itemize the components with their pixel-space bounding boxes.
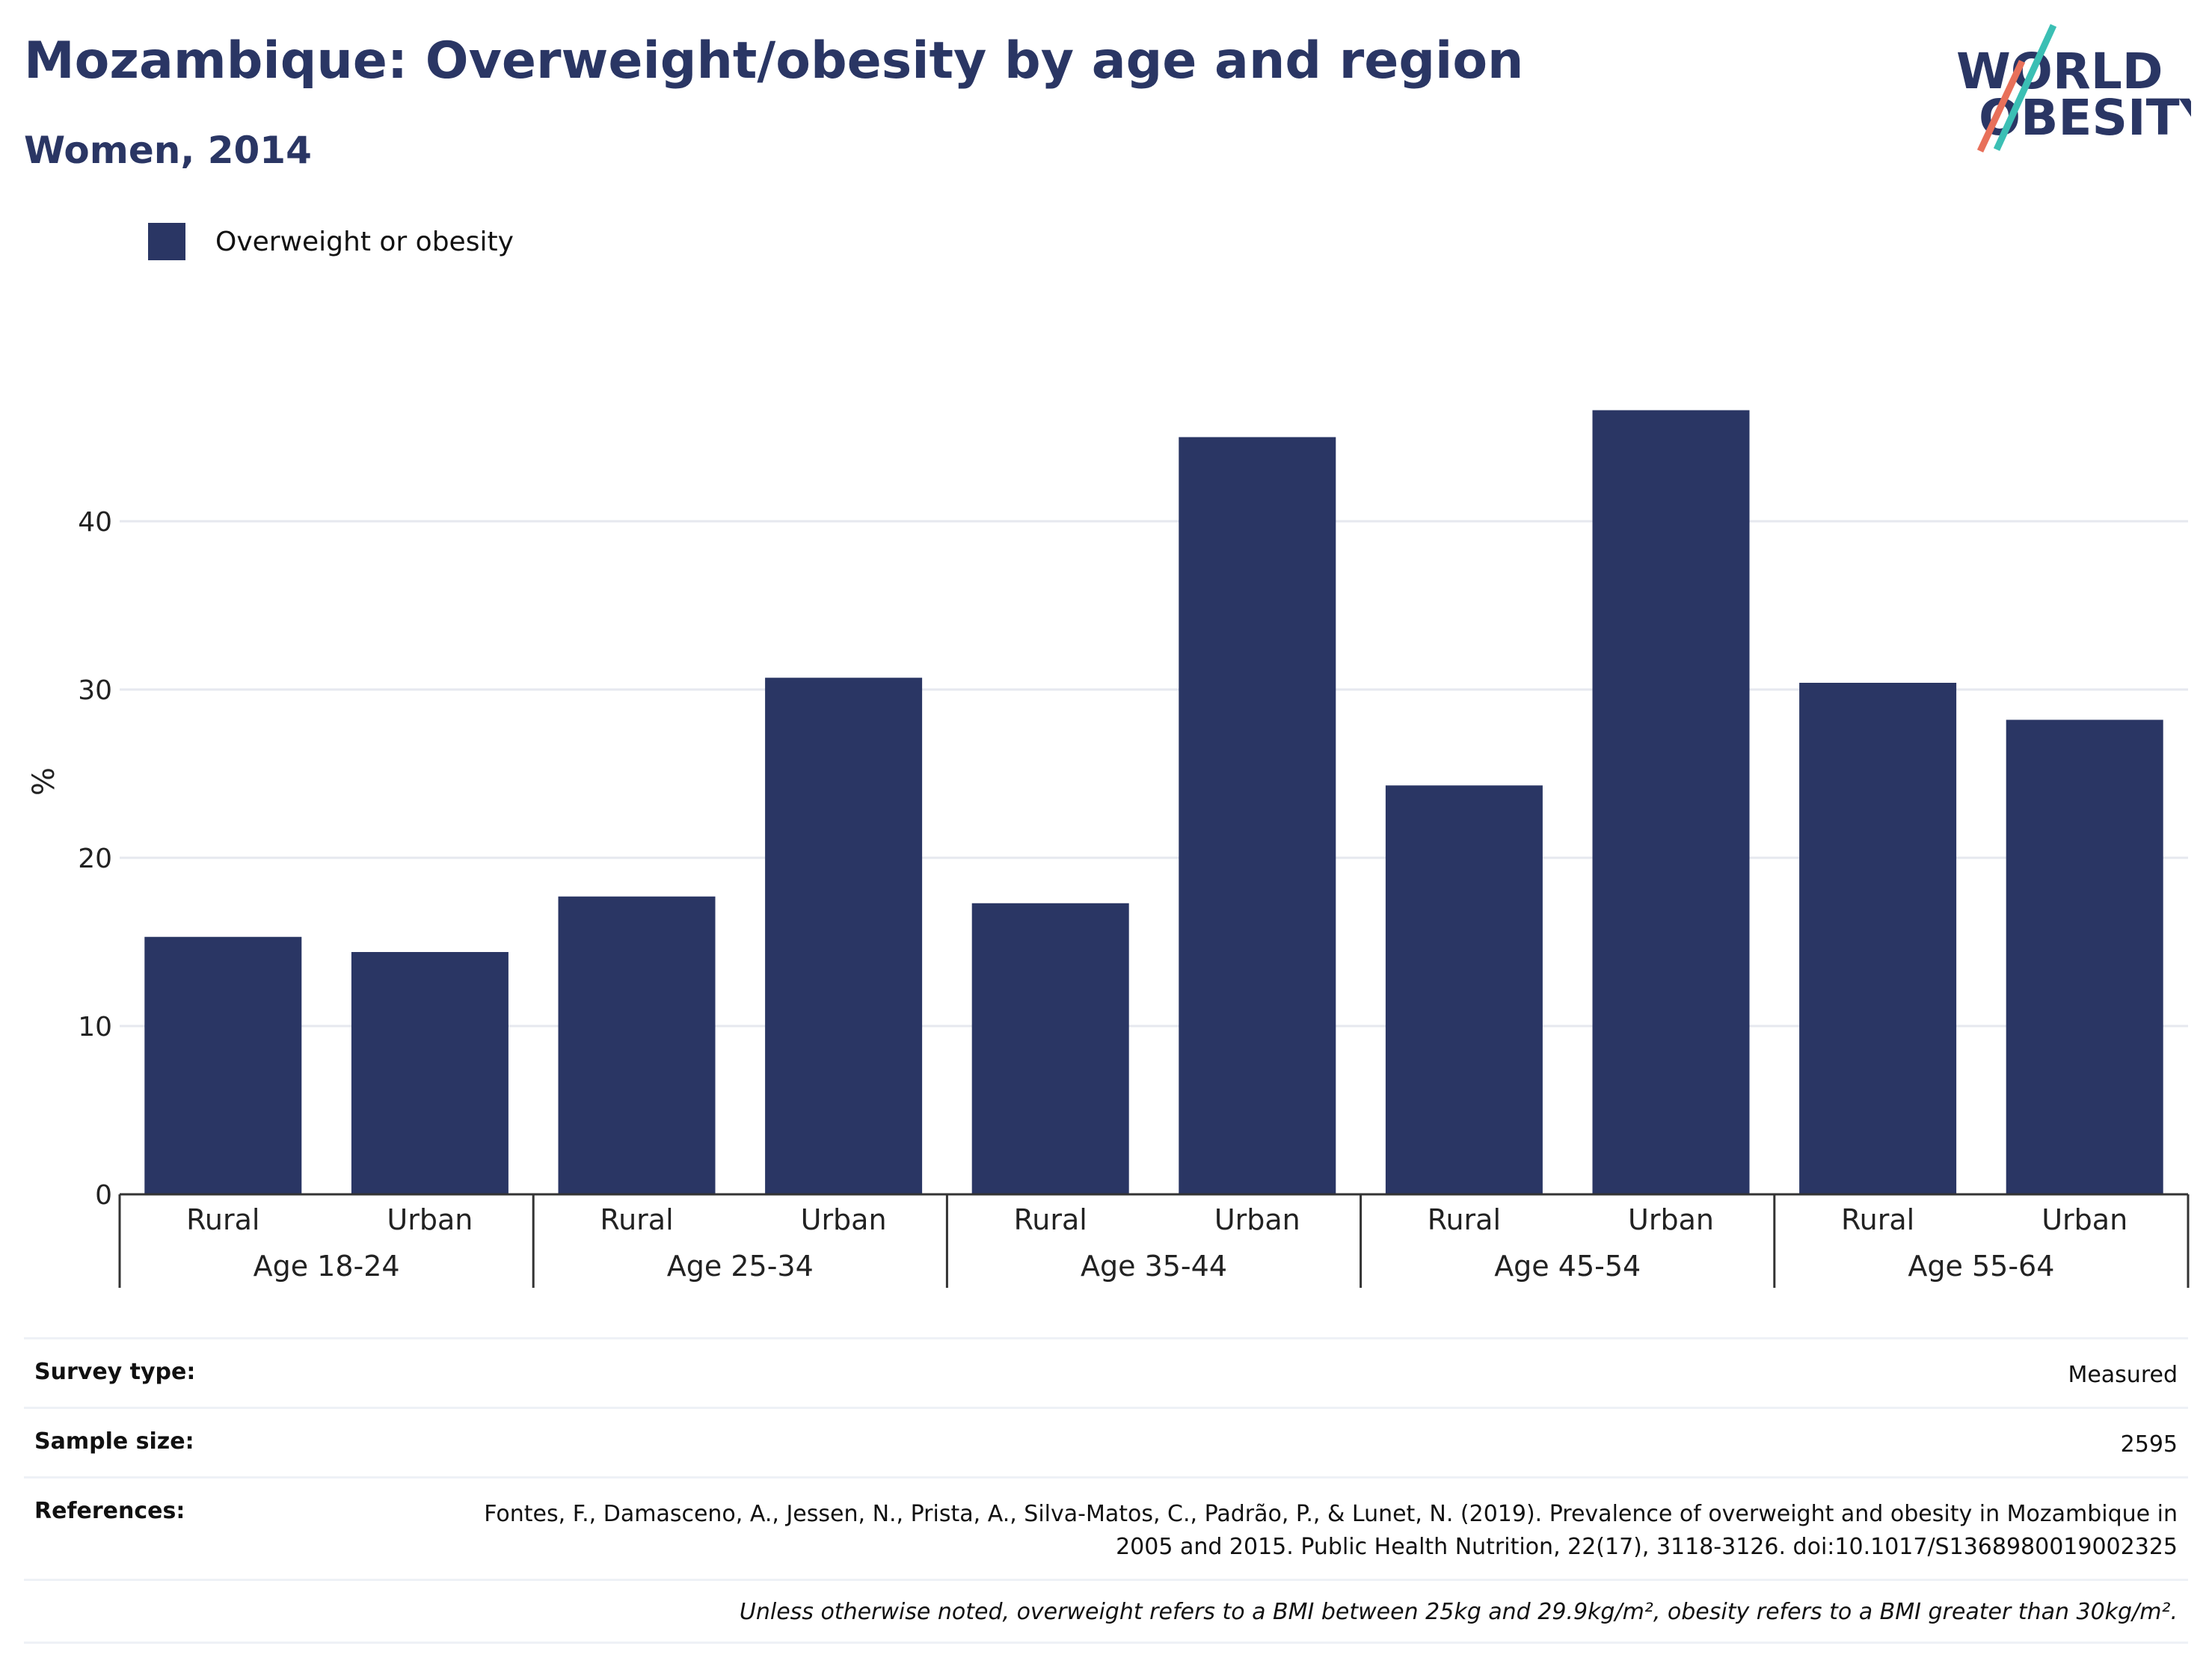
y-tick-label: 20 xyxy=(78,844,112,874)
y-tick-label: 30 xyxy=(78,675,112,706)
bar xyxy=(2006,719,2163,1194)
y-axis-label: % xyxy=(27,767,61,796)
x-tick-label: Rural xyxy=(600,1203,673,1236)
chart-title: Mozambique: Overweight/obesity by age an… xyxy=(24,31,1524,90)
logo-text-world: WORLD xyxy=(1956,43,2163,100)
x-tick-label: Urban xyxy=(1628,1203,1714,1236)
bar xyxy=(558,896,716,1194)
x-tick-label: Rural xyxy=(186,1203,259,1236)
world-obesity-logo: WORLD OBESITY xyxy=(1956,24,2191,153)
sample-size-row: Sample size: 2595 xyxy=(24,1407,2188,1476)
references-label: References: xyxy=(34,1498,185,1524)
group-label: Age 35-44 xyxy=(1081,1250,1227,1283)
group-label: Age 55-64 xyxy=(1908,1250,2054,1283)
y-tick-label: 10 xyxy=(78,1012,112,1043)
bar xyxy=(765,678,923,1194)
x-tick-label: Urban xyxy=(801,1203,887,1236)
x-tick-label: Urban xyxy=(1214,1203,1300,1236)
sample-size-value: 2595 xyxy=(2120,1431,2178,1458)
references-value: Fontes, F., Damasceno, A., Jessen, N., P… xyxy=(484,1501,2178,1560)
legend-label: Overweight or obesity xyxy=(215,226,514,257)
y-tick-label: 40 xyxy=(78,507,112,538)
logo-slash-teal xyxy=(1993,24,2057,151)
x-tick-label: Urban xyxy=(2042,1203,2127,1236)
chart-subtitle: Women, 2014 xyxy=(24,129,312,172)
group-label: Age 18-24 xyxy=(254,1250,400,1283)
bar xyxy=(351,952,509,1194)
survey-type-label: Survey type: xyxy=(34,1359,196,1385)
sample-size-label: Sample size: xyxy=(34,1428,194,1455)
info-table: Survey type: Measured Sample size: 2595 … xyxy=(24,1337,2188,1644)
legend-swatch xyxy=(148,223,185,260)
bar xyxy=(971,903,1129,1194)
logo-slash-coral xyxy=(1976,60,2026,153)
x-tick-label: Urban xyxy=(387,1203,473,1236)
x-tick-label: Rural xyxy=(1014,1203,1087,1236)
group-label: Age 45-54 xyxy=(1494,1250,1641,1283)
bmi-note: Unless otherwise noted, overweight refer… xyxy=(24,1579,2188,1644)
group-label: Age 25-34 xyxy=(667,1250,814,1283)
bar xyxy=(144,936,302,1194)
bar xyxy=(1179,437,1336,1194)
x-tick-label: Rural xyxy=(1841,1203,1914,1236)
bar-chart: 0 10 20 30 40% Rural Urban Age 18-24 Rural Urban A… xyxy=(27,410,2190,1288)
survey-type-row: Survey type: Measured xyxy=(24,1337,2188,1407)
survey-type-value: Measured xyxy=(2068,1362,2178,1388)
y-tick-label: 0 xyxy=(95,1180,112,1211)
bar xyxy=(1592,410,1750,1194)
bar xyxy=(1799,683,1957,1194)
chart-legend: Overweight or obesity xyxy=(148,223,514,260)
x-tick-label: Rural xyxy=(1428,1203,1501,1236)
bar xyxy=(1385,785,1543,1194)
references-row: References: Fontes, F., Damasceno, A., J… xyxy=(24,1476,2188,1579)
